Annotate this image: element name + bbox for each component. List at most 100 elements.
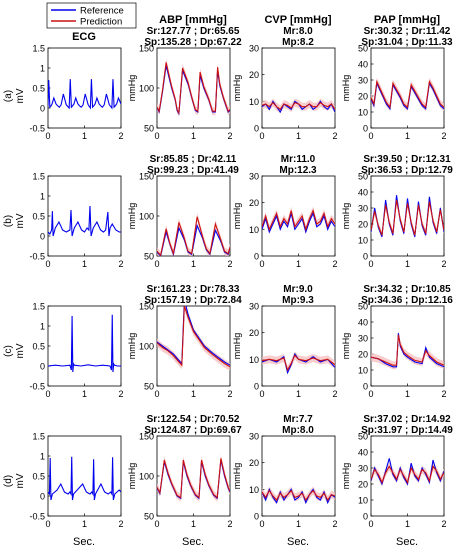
row-c-pap-stats-line1: Sr:34.32 ; Dr:10.85 [363,284,451,295]
panel-c-ecg: -0.500.511.50 1 2 [29,302,123,400]
prediction-line-c-abp [157,306,230,368]
ytick-label-a-ecg: 0 [40,104,45,114]
ytick-label-a-cvp: 20 [249,70,259,80]
ytick-label-d-pap: 40 [358,448,368,458]
xtick-label-b-pap: 0 [368,259,373,269]
ytick-label-a-cvp: 30 [249,44,259,54]
axes-box-b-pap [370,175,445,257]
prediction-band-a-pap [371,77,444,112]
reference-line-c-abp [157,306,230,366]
xtick-label-b-cvp: 1 [296,259,301,269]
ytick-label-c-pap: 40 [358,318,368,328]
xtick-label-b-abp: 0 [154,259,159,269]
xlabel-abp: Sec. [182,536,204,548]
row-d-cvp-stats-line2: Mp:8.0 [282,425,314,436]
xtick-label-d-abp: 1 [191,519,196,529]
row-a-abp-stats-line2: Sp:135.28 ; Dp:67.22 [144,37,242,48]
xtick-label-b-abp: 2 [227,259,232,269]
prediction-line-b-abp [157,216,230,256]
ytick-label-a-pap: 10 [358,108,368,118]
row-c-abp-stats-line2: Sp:157.19 ; Dp:72.84 [144,295,242,306]
row-c-abp-stats-line1: Sr:161.23 ; Dr:78.33 [147,284,240,295]
panel-b-cvp: 0 10 20 30 0 1 2 mmHg [232,172,338,270]
prediction-line-c-pap [371,334,444,366]
plot-area-c-pap [371,330,444,370]
ytick-label-b-ecg: 0 [40,232,45,242]
xtick-label-a-abp: 0 [154,131,159,141]
ytick-label-b-cvp: 30 [249,172,259,182]
ytick-label-c-abp: 100 [139,342,154,352]
ytick-label-b-ecg: 1 [40,192,45,202]
ytick-label-b-abp: 100 [139,212,154,222]
plot-area-a-ecg [48,79,121,110]
xtick-label-b-ecg: 1 [82,259,87,269]
row-label-a: (a) [3,90,14,102]
axes-box-c-abp [156,305,231,387]
ytick-label-c-ecg: -0.5 [29,382,45,392]
row-d-abp-stats-line1: Sr:122.54 ; Dr:70.52 [147,414,240,425]
prediction-line-b-pap [371,199,444,236]
row-d-pap-stats-line1: Sr:37.02 ; Dr:14.92 [363,414,451,425]
xtick-label-a-ecg: 1 [82,131,87,141]
ylabel-d-abp: mmHg [127,463,137,490]
prediction-line-b-cvp [262,209,335,232]
ytick-label-a-ecg: 0.5 [32,84,45,94]
panel-d-cvp: 0 10 20 30 0 1 2 mmHg [232,432,338,530]
xtick-label-d-pap: 0 [368,519,373,529]
xtick-label-d-pap: 2 [441,519,446,529]
axes-box-b-ecg [47,175,122,257]
xtick-label-a-cvp: 0 [259,131,264,141]
plot-area-a-abp [157,58,230,117]
row-b-abp-stats-line2: Sp:99.23 ; Dp:41.49 [147,165,239,176]
prediction-line-d-abp [157,458,230,499]
ytick-label-d-ecg: 1.5 [32,432,45,442]
prediction-line-d-cvp [262,489,335,502]
ytick-label-b-pap: 0 [363,252,368,262]
row-c-cvp-stats-line1: Mr:9.0 [283,284,313,295]
panel-d-ecg: -0.500.511.50 1 2 [29,432,123,530]
ytick-label-d-ecg: -0.5 [29,512,45,522]
xtick-label-c-pap: 1 [405,389,410,399]
xtick-label-d-ecg: 1 [82,519,87,529]
plot-area-a-cvp [262,98,335,114]
xlabel-cvp: Sec. [287,536,309,548]
ytick-label-d-abp: 100 [139,472,154,482]
panel-a-cvp: 0 10 20 30 0 1 2 mmHg [232,44,338,142]
row-b-pap-stats-line2: Sp:36.53 ; Dp:12.79 [361,165,453,176]
legend-label-prediction: Prediction [80,17,122,28]
row-b-pap-stats-line1: Sr:39.50 ; Dr:12.31 [363,154,451,165]
ecg-line-d-ecg [48,456,121,501]
ytick-label-a-pap: 30 [358,76,368,86]
ytick-label-d-pap: 30 [358,464,368,474]
ytick-label-b-pap: 30 [358,204,368,214]
prediction-band-c-pap [371,330,444,370]
ytick-label-d-cvp: 0 [254,512,259,522]
ytick-label-a-ecg: 1 [40,64,45,74]
ytick-label-c-pap: 20 [358,350,368,360]
axes-box-a-ecg [47,47,122,129]
column-title-abp: ABP [mmHg] [159,14,227,26]
ytick-label-c-pap: 10 [358,366,368,376]
row-d-pap-stats-line2: Sp:31.97 ; Dp:14.49 [361,425,453,436]
plot-area-c-cvp [262,351,335,375]
plot-area-b-pap [371,195,444,240]
ytick-label-a-abp: 50 [144,124,154,134]
plot-area-b-ecg [48,205,121,237]
axes-box-d-pap [370,435,445,517]
ylabel-a-cvp: mmHg [232,75,242,102]
ytick-label-d-cvp: 30 [249,432,259,442]
prediction-band-d-pap [371,462,444,487]
xtick-label-b-abp: 1 [191,259,196,269]
xtick-label-b-pap: 1 [405,259,410,269]
ytick-label-b-ecg: 1.5 [32,172,45,182]
ecg-ylabel-d: mV [15,473,26,488]
ytick-label-a-abp: 150 [139,44,154,54]
axes-box-c-ecg [47,305,122,387]
ecg-line-c-ecg [48,314,121,373]
panel-b-pap: 0 10 20 30 40 50 0 1 2 mmHg [341,172,447,270]
plot-area-c-abp [157,306,230,371]
xtick-label-c-pap: 0 [368,389,373,399]
prediction-line-c-cvp [262,354,335,372]
ytick-label-b-cvp: 10 [249,225,259,235]
